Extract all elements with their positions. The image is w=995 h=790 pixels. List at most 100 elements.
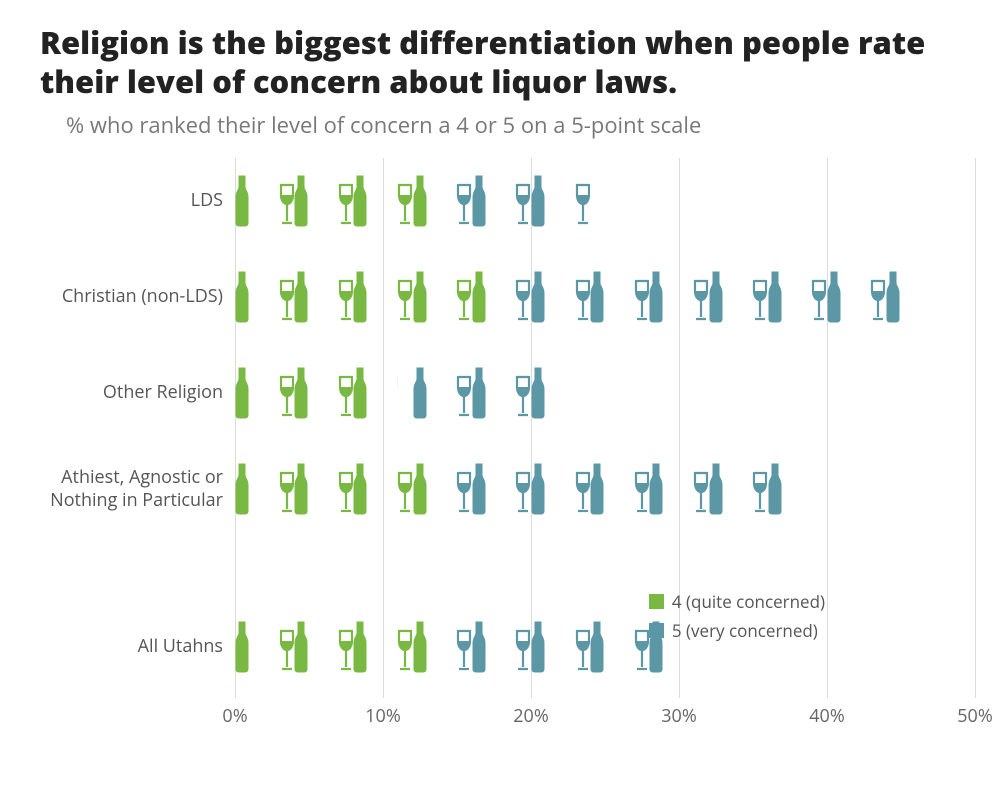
wine-glass-icon bbox=[916, 269, 946, 325]
wine-glass-icon bbox=[561, 269, 591, 325]
row-icons bbox=[235, 365, 561, 421]
chart-row: LDS bbox=[235, 168, 590, 234]
legend-swatch bbox=[649, 623, 664, 638]
wine-glass-icon bbox=[383, 365, 413, 421]
wine-glass-icon bbox=[620, 269, 650, 325]
bottle-icon bbox=[413, 619, 443, 675]
x-axis-tick-label: 0% bbox=[222, 704, 247, 728]
wine-glass-icon bbox=[501, 619, 531, 675]
chart-title: Religion is the biggest differentiation … bbox=[40, 24, 955, 102]
bottle-icon bbox=[531, 269, 561, 325]
chart-row: Christian (non-LDS) bbox=[235, 264, 945, 330]
bottle-icon bbox=[590, 269, 620, 325]
x-axis-tick-label: 40% bbox=[809, 704, 844, 728]
y-axis-category-label: Christian (non-LDS) bbox=[40, 285, 235, 308]
bottle-icon bbox=[235, 365, 265, 421]
chart-row: Other Religion bbox=[235, 360, 561, 426]
wine-glass-icon bbox=[324, 461, 354, 517]
y-axis-category-label: Other Religion bbox=[40, 381, 235, 404]
wine-glass-icon bbox=[383, 269, 413, 325]
wine-glass-icon bbox=[620, 461, 650, 517]
wine-glass-icon bbox=[383, 619, 413, 675]
bottle-icon bbox=[353, 619, 383, 675]
bottle-icon bbox=[531, 461, 561, 517]
bottle-icon bbox=[649, 461, 679, 517]
wine-glass-icon bbox=[265, 269, 295, 325]
wine-glass-icon bbox=[383, 173, 413, 229]
bottle-icon bbox=[768, 461, 798, 517]
x-axis-tick-label: 50% bbox=[957, 704, 992, 728]
wine-glass-icon bbox=[265, 173, 295, 229]
row-icons bbox=[235, 269, 945, 325]
legend-item: 5 (very concerned) bbox=[649, 619, 825, 642]
bottle-icon bbox=[768, 269, 798, 325]
bottle-icon bbox=[235, 619, 265, 675]
bottle-icon bbox=[294, 461, 324, 517]
row-icons bbox=[235, 619, 709, 675]
bottle-icon bbox=[472, 365, 502, 421]
gridline bbox=[827, 158, 828, 698]
bottle-icon bbox=[235, 173, 265, 229]
wine-glass-icon bbox=[442, 619, 472, 675]
row-icons bbox=[235, 461, 797, 517]
bottle-icon bbox=[472, 619, 502, 675]
bottle-icon bbox=[294, 619, 324, 675]
bottle-icon bbox=[413, 461, 443, 517]
wine-glass-icon bbox=[383, 461, 413, 517]
bottle-icon bbox=[709, 461, 739, 517]
chart-subtitle: % who ranked their level of concern a 4 … bbox=[40, 110, 955, 140]
wine-glass-icon bbox=[679, 461, 709, 517]
chart-row: All Utahns bbox=[235, 614, 709, 680]
bottle-icon bbox=[353, 365, 383, 421]
legend-item: 4 (quite concerned) bbox=[649, 590, 825, 613]
bottle-icon bbox=[531, 173, 561, 229]
y-axis-category-label: LDS bbox=[40, 189, 235, 212]
wine-glass-icon bbox=[265, 365, 295, 421]
bottle-icon bbox=[413, 173, 443, 229]
bottle-icon bbox=[886, 269, 916, 325]
legend: 4 (quite concerned) 5 (very concerned) bbox=[649, 590, 825, 648]
bottle-icon bbox=[413, 365, 443, 421]
row-icons bbox=[235, 173, 590, 229]
bottle-icon bbox=[353, 269, 383, 325]
wine-glass-icon bbox=[442, 173, 472, 229]
bottle-icon bbox=[531, 619, 561, 675]
wine-glass-icon bbox=[797, 269, 827, 325]
wine-glass-icon bbox=[856, 269, 886, 325]
legend-label: 5 (very concerned) bbox=[672, 619, 818, 642]
bottle-icon bbox=[294, 173, 324, 229]
chart-row: Athiest, Agnostic or Nothing in Particul… bbox=[235, 456, 797, 522]
wine-glass-icon bbox=[324, 619, 354, 675]
bottle-icon bbox=[353, 173, 383, 229]
bottle-icon bbox=[472, 269, 502, 325]
wine-glass-icon bbox=[738, 461, 768, 517]
bottle-icon bbox=[235, 461, 265, 517]
wine-glass-icon bbox=[442, 269, 472, 325]
bottle-icon bbox=[709, 269, 739, 325]
wine-glass-icon bbox=[501, 461, 531, 517]
wine-glass-icon bbox=[738, 269, 768, 325]
wine-glass-icon bbox=[561, 461, 591, 517]
bottle-icon bbox=[472, 461, 502, 517]
wine-glass-icon bbox=[501, 365, 531, 421]
wine-glass-icon bbox=[265, 461, 295, 517]
wine-glass-icon bbox=[442, 461, 472, 517]
bottle-icon bbox=[649, 269, 679, 325]
bottle-icon bbox=[590, 461, 620, 517]
chart-area: 0%10%20%30%40%50%LDSChristian (non-LDS)O… bbox=[40, 158, 955, 728]
wine-glass-icon bbox=[561, 173, 591, 229]
legend-label: 4 (quite concerned) bbox=[672, 590, 825, 613]
bottle-icon bbox=[531, 365, 561, 421]
x-axis-tick-label: 10% bbox=[365, 704, 400, 728]
wine-glass-icon bbox=[501, 269, 531, 325]
y-axis-category-label: Athiest, Agnostic or Nothing in Particul… bbox=[40, 466, 235, 511]
wine-glass-icon bbox=[620, 619, 650, 675]
legend-swatch bbox=[649, 594, 664, 609]
bottle-icon bbox=[294, 365, 324, 421]
bottle-icon bbox=[590, 619, 620, 675]
wine-glass-icon bbox=[324, 173, 354, 229]
bottle-icon bbox=[472, 173, 502, 229]
bottle-icon bbox=[353, 461, 383, 517]
wine-glass-icon bbox=[265, 619, 295, 675]
wine-glass-icon bbox=[442, 365, 472, 421]
